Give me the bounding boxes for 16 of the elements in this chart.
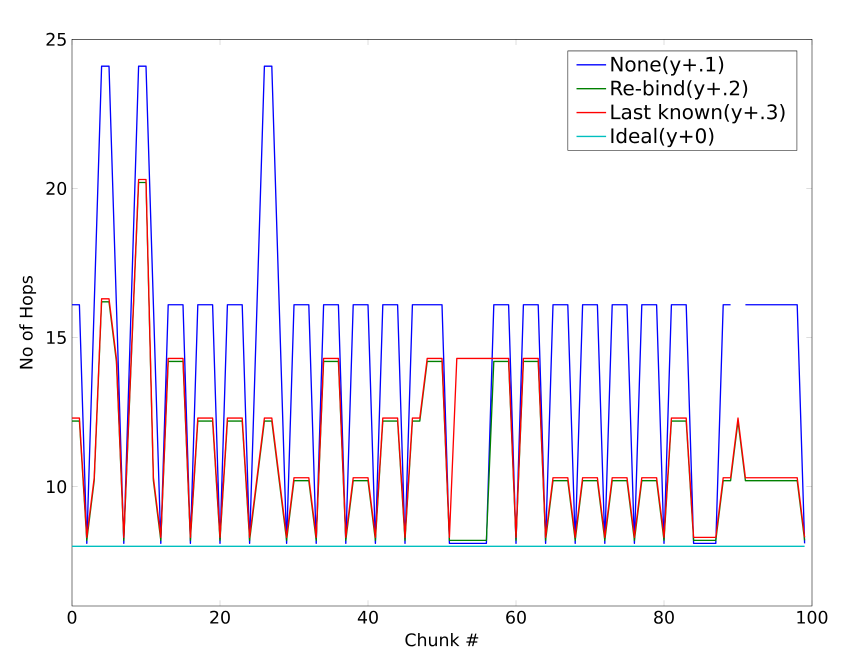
legend-label: Re-bind(y+.2) xyxy=(611,80,748,100)
x-tick-label: 0 xyxy=(68,610,76,624)
x-tick-label: 40 xyxy=(358,610,378,624)
y-tick-label: 10 xyxy=(47,480,66,494)
x-tick-label: 20 xyxy=(210,610,230,624)
y-tick-label: 20 xyxy=(46,182,66,196)
y-tick-label: 15 xyxy=(47,331,66,344)
x-axis-title: Chunk # xyxy=(405,632,478,646)
x-tick-label: 80 xyxy=(654,610,674,624)
y-tick-label: 25 xyxy=(46,32,66,46)
legend-label: None(y+.1) xyxy=(611,56,724,76)
x-tick-label: 100 xyxy=(797,610,828,624)
legend-label: Ideal(y+0) xyxy=(611,128,714,148)
x-tick-label: 60 xyxy=(506,610,526,624)
y-axis-title: No of Hops xyxy=(19,276,36,368)
legend-label: Last known(y+.3) xyxy=(611,104,785,124)
